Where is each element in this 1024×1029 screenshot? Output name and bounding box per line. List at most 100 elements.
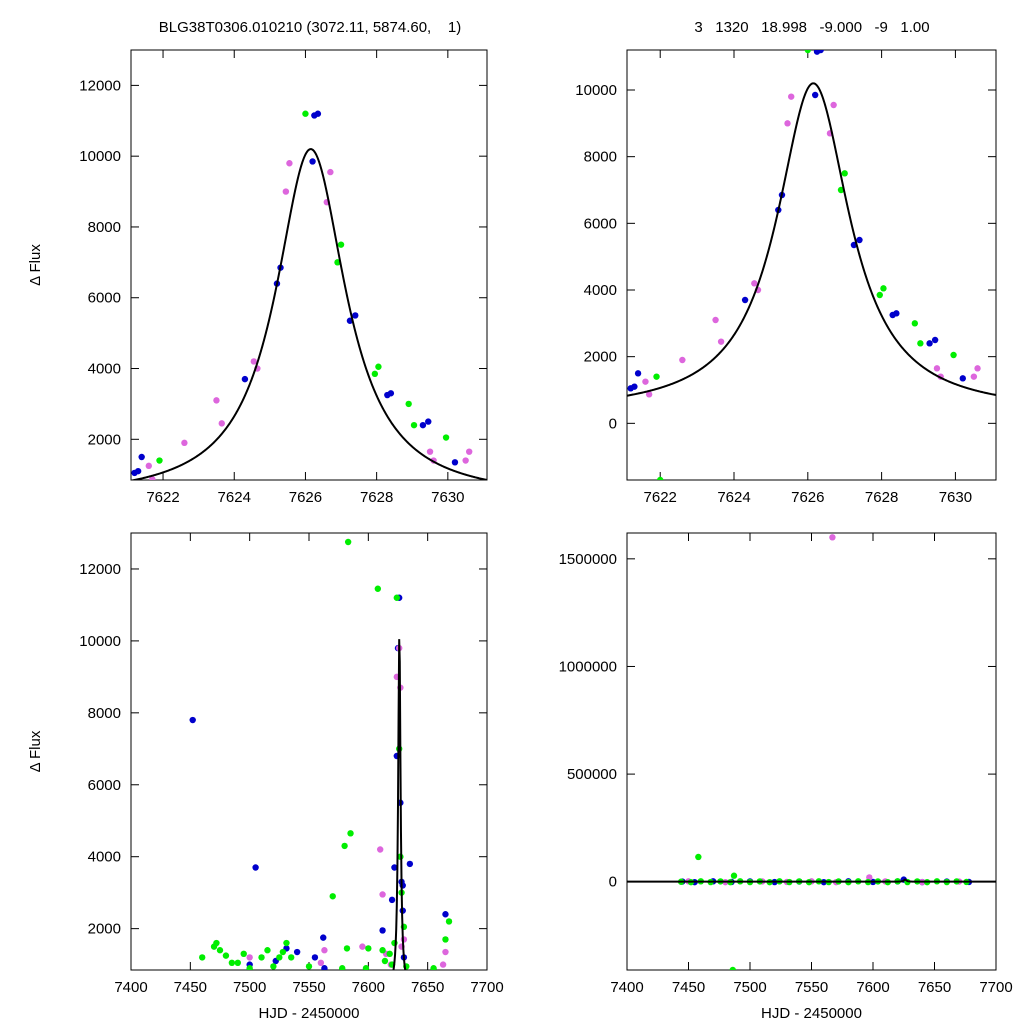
- data-point-green: [288, 954, 295, 961]
- data-point-green: [283, 939, 290, 947]
- y-tick-label: 8000: [88, 705, 121, 722]
- data-point-blue: [252, 864, 259, 871]
- data-point-green: [430, 965, 437, 970]
- y-tick-label: 4000: [88, 361, 121, 378]
- data-point-green: [234, 959, 241, 967]
- data-point-green: [302, 110, 309, 117]
- data-point-magenta: [359, 943, 366, 950]
- plot-area: [189, 538, 453, 970]
- data-point-green: [917, 340, 924, 347]
- data-point-green: [276, 954, 283, 961]
- data-point-magenta: [321, 947, 328, 954]
- data-point-blue: [311, 954, 319, 961]
- plot-frame: [626, 49, 997, 481]
- data-point-green: [337, 241, 345, 248]
- data-point-blue: [959, 375, 966, 382]
- data-point-magenta: [317, 959, 325, 967]
- data-point-green: [270, 963, 277, 970]
- y-tick-label: 10000: [79, 148, 121, 165]
- panel-top-left: 7622 7624 7626 7628 7630 2000 4000 6000 8000 1000…: [27, 49, 488, 506]
- plot-frame: [130, 532, 488, 971]
- data-point-magenta: [642, 378, 649, 385]
- data-point-blue: [388, 896, 396, 904]
- data-point-magenta: [218, 420, 225, 427]
- x-tick-label: 7626: [791, 489, 824, 506]
- x-axis-label: HJD - 2450000: [761, 1005, 862, 1022]
- data-point-green: [405, 400, 412, 408]
- x-tick-label: 7500: [733, 979, 766, 996]
- x-tick-label: 7550: [795, 979, 828, 996]
- data-point-magenta: [717, 338, 725, 345]
- data-point-green: [156, 457, 163, 464]
- data-point-green: [442, 434, 450, 441]
- data-point-magenta: [250, 358, 258, 365]
- data-point-blue: [817, 50, 824, 54]
- data-point-green: [657, 476, 664, 480]
- data-point-blue: [856, 236, 863, 244]
- data-point-blue: [634, 370, 642, 377]
- model-curve: [627, 878, 996, 883]
- data-point-magenta: [784, 120, 791, 127]
- model-curve: [131, 148, 487, 480]
- x-tick-label: 7650: [918, 979, 951, 996]
- y-tick-label: 6000: [584, 215, 617, 232]
- data-point-green: [216, 947, 224, 954]
- data-point-green: [258, 954, 265, 961]
- x-tick-label: 7400: [610, 979, 643, 996]
- data-point-green: [442, 936, 449, 943]
- y-tick-label: 8000: [584, 149, 617, 166]
- plot-frame: [130, 49, 488, 481]
- data-point-blue: [320, 934, 327, 941]
- data-point-green: [804, 50, 812, 54]
- data-point-blue: [419, 421, 427, 429]
- data-point-green: [222, 952, 230, 959]
- data-point-magenta: [466, 448, 473, 455]
- data-point-blue: [451, 459, 459, 466]
- y-tick-label: 6000: [88, 777, 121, 794]
- data-point-green: [305, 963, 313, 970]
- data-point-green: [911, 320, 919, 327]
- y-tick-label: 4000: [88, 849, 121, 866]
- data-point-green: [841, 170, 848, 177]
- x-tick-label: 7622: [644, 489, 677, 506]
- data-point-green: [950, 351, 957, 359]
- x-tick-label: 7650: [411, 979, 444, 996]
- x-tick-label: 7624: [218, 489, 251, 506]
- right-header-title: 3 1320 18.998 -9.000 -9 1.00: [694, 19, 929, 36]
- data-point-blue: [387, 390, 395, 397]
- x-tick-label: 7626: [289, 489, 322, 506]
- x-tick-label: 7630: [431, 489, 464, 506]
- data-point-magenta: [439, 961, 447, 968]
- data-point-blue: [926, 340, 933, 347]
- data-point-green: [264, 947, 271, 954]
- data-point-magenta: [645, 391, 653, 398]
- y-tick-label: 2000: [584, 349, 617, 366]
- data-point-blue: [293, 948, 301, 956]
- data-point-magenta: [974, 365, 981, 372]
- data-point-blue: [811, 91, 819, 99]
- data-point-green: [729, 966, 736, 970]
- data-point-green: [344, 538, 352, 546]
- x-tick-label: 7550: [292, 979, 325, 996]
- y-tick-label: 1500000: [559, 551, 617, 568]
- y-axis-label: Δ Flux: [27, 730, 44, 772]
- data-point-blue: [425, 418, 432, 425]
- data-point-magenta: [379, 891, 386, 898]
- data-point-magenta: [282, 188, 290, 195]
- x-tick-label: 7600: [352, 979, 385, 996]
- y-tick-label: 2000: [88, 431, 121, 448]
- x-tick-label: 7450: [174, 979, 207, 996]
- data-point-green: [365, 945, 372, 952]
- x-tick-label: 7450: [672, 979, 705, 996]
- data-point-magenta: [712, 316, 719, 324]
- x-tick-label: 7622: [146, 489, 179, 506]
- data-point-magenta: [377, 846, 384, 853]
- data-point-green: [228, 959, 236, 967]
- data-point-magenta: [327, 168, 334, 176]
- data-point-magenta: [426, 448, 434, 455]
- data-point-green: [730, 872, 738, 879]
- data-point-magenta: [442, 948, 449, 956]
- left-header-title: BLG38T0306.010210 (3072.11, 5874.60, 1): [159, 19, 461, 36]
- x-tick-label: 7628: [360, 489, 393, 506]
